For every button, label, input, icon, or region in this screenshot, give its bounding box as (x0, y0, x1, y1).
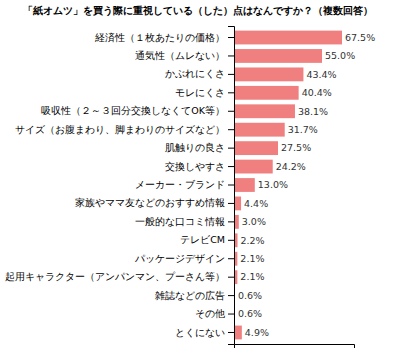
y-tick-label: 肌触りの良さ (165, 142, 225, 153)
bars (234, 31, 342, 340)
y-tick: 家族やママ友などのおすすめ情報 (75, 197, 234, 208)
y-tick: かぶれにくさ (165, 68, 234, 79)
data-label: 55.0% (325, 50, 355, 61)
y-tick: 吸収性（２～３回分交換しなくてOK等） (41, 105, 234, 116)
y-tick-mark (228, 185, 234, 186)
bar (234, 104, 295, 118)
y-tick-mark (228, 111, 234, 112)
bar (234, 178, 255, 192)
bar (234, 31, 342, 45)
y-tick: テレビCM (180, 234, 234, 245)
y-tick-mark (228, 148, 234, 149)
y-tick: 起用キャラクター（アンパンマン、プーさん等） (5, 271, 234, 282)
data-label: 4.9% (245, 327, 269, 338)
data-label: 0.6% (238, 308, 262, 319)
y-tick: パッケージデザイン (134, 253, 234, 264)
data-label: 3.0% (242, 216, 266, 227)
bar (234, 123, 285, 137)
y-tick-label: 起用キャラクター（アンパンマン、プーさん等） (5, 271, 225, 282)
y-tick-mark (228, 295, 234, 296)
x-axis-line (235, 345, 355, 349)
bar (234, 160, 273, 174)
y-tick-mark (228, 55, 234, 56)
y-tick-mark (228, 74, 234, 75)
data-label: 43.4% (306, 69, 336, 80)
y-tick-mark (228, 37, 234, 38)
y-tick-mark (228, 203, 234, 204)
y-axis: 経済性（１枚あたりの価格） 通気性（ムレない） かぶれにくさモレにくさ吸収性（２～３… (5, 27, 235, 345)
bar (234, 141, 278, 155)
y-tick-label: その他 (195, 308, 225, 319)
y-tick-label: とくにない (175, 327, 225, 338)
data-label: 31.7% (288, 124, 318, 135)
plot: 経済性（１枚あたりの価格） 通気性（ムレない） かぶれにくさモレにくさ吸収性（２～３… (5, 27, 375, 349)
y-axis-line (228, 27, 235, 345)
y-tick-mark (228, 129, 234, 130)
y-tick-mark (228, 258, 234, 259)
y-tick: 交換しやすさ (165, 161, 234, 172)
data-label: 2.2% (241, 235, 265, 246)
data-label: 38.1% (298, 106, 328, 117)
y-tick-mark (228, 92, 234, 93)
y-tick-label: 交換しやすさ (165, 161, 225, 172)
y-tick-label: パッケージデザイン (134, 253, 225, 264)
y-tick-mark (228, 332, 234, 333)
title: 「紙オムツ」を買う際に重視している（した）点はなんですか？（複数回答） (23, 5, 373, 17)
y-tick: その他 (195, 308, 234, 319)
y-tick-label: 一般的な口コミ情報 (135, 216, 225, 227)
y-tick-mark (228, 277, 234, 278)
y-tick: 経済性（１枚あたりの価格） (94, 32, 234, 43)
y-tick-label: 通気性（ムレない） (135, 50, 225, 61)
y-tick-label: 雑誌などの広告 (155, 290, 225, 301)
data-label: 4.4% (244, 198, 268, 209)
bar (234, 67, 303, 81)
data-label: 2.1% (240, 253, 264, 264)
y-tick-label: かぶれにくさ (165, 68, 225, 79)
y-tick-mark (228, 221, 234, 222)
bar (234, 197, 241, 211)
y-tick: とくにない (175, 327, 234, 338)
bar (234, 49, 322, 63)
y-tick: 雑誌などの広告 (155, 290, 234, 301)
y-tick: モレにくさ (175, 87, 234, 98)
y-tick-label: 経済性（１枚あたりの価格） (94, 32, 225, 43)
y-tick-mark (228, 240, 234, 241)
y-tick: 通気性（ムレない） (135, 50, 234, 61)
y-tick-mark (228, 314, 234, 315)
y-tick-label: メーカー・ブランド (135, 179, 225, 190)
data-label: 0.6% (238, 290, 262, 301)
y-tick-label: モレにくさ (175, 87, 225, 98)
data-label: 67.5% (345, 32, 375, 43)
bar (234, 86, 299, 100)
y-tick-mark (228, 166, 234, 167)
data-labels: 67.5% 55.0% 43.4% 40.4% 38.1% 31.7% 27.5% 24.2%… (238, 32, 375, 338)
y-tick-label: サイズ（お腹まわり、脚まわりのサイズなど） (15, 124, 225, 135)
data-label: 24.2% (276, 161, 306, 172)
y-tick: 肌触りの良さ (165, 142, 234, 153)
data-label: 40.4% (302, 87, 332, 98)
y-tick-label: 家族やママ友などのおすすめ情報 (75, 197, 225, 208)
y-tick: サイズ（お腹まわり、脚まわりのサイズなど） (15, 124, 234, 135)
data-label: 27.5% (281, 142, 311, 153)
y-tick: メーカー・ブランド (135, 179, 234, 190)
data-label: 2.1% (240, 271, 264, 282)
bar (234, 326, 242, 340)
data-label: 13.0% (258, 179, 288, 190)
y-tick: 一般的な口コミ情報 (135, 216, 234, 227)
chart: 「紙オムツ」を買う際に重視している（した）点はなんですか？（複数回答） 経済性（１… (0, 0, 395, 358)
x-axis (235, 345, 355, 349)
y-tick-label: テレビCM (180, 234, 225, 245)
y-tick-label: 吸収性（２～３回分交換しなくてOK等） (41, 105, 225, 116)
